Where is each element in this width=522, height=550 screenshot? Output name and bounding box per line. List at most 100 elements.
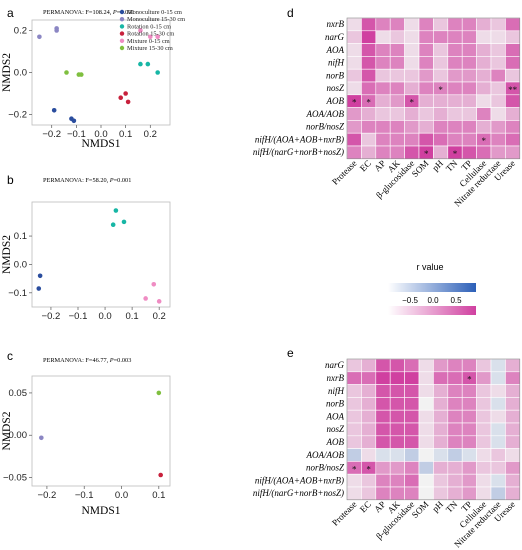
- panel-a-letter: a: [7, 6, 14, 20]
- heatmap-frame: [346, 358, 521, 501]
- heatmap-cell: [461, 422, 477, 437]
- heatmap-cell: [404, 68, 420, 83]
- heatmap-cell: [476, 145, 492, 160]
- heatmap-cell: [505, 17, 521, 32]
- legend-label: Mixture 0-15 cm: [127, 38, 170, 45]
- heatmap-cell: [389, 384, 405, 398]
- y-tick-label: 0.2: [14, 26, 27, 37]
- heatmap-cell: [375, 17, 391, 32]
- heatmap-cell: [375, 81, 391, 96]
- heatmap-cell: [361, 30, 377, 44]
- heatmap-cell: [361, 120, 377, 134]
- heatmap-cell: [389, 81, 405, 96]
- heatmap-cell: [461, 81, 477, 96]
- heatmap-cell: [404, 107, 420, 121]
- heatmap-cell: [404, 17, 420, 32]
- heatmap-cell: [361, 409, 377, 424]
- heatmap-cell: [461, 120, 477, 134]
- heatmap-cell: [505, 68, 521, 83]
- y-tick-label: 0.05: [9, 388, 28, 399]
- heatmap-cell: [346, 473, 362, 488]
- heatmap-cell: [375, 56, 391, 70]
- panel-e-letter: e: [287, 346, 294, 360]
- heatmap-row-label: nifH/(AOA+AOB+nxrB): [255, 134, 344, 144]
- heatmap-cell: [433, 435, 449, 449]
- heatmap-cell: [505, 397, 521, 411]
- heatmap-column-label: TN: [444, 499, 460, 515]
- heatmap-cell: [433, 132, 449, 147]
- heatmap-cell: [404, 397, 420, 411]
- scatter-panel-c: −0.2 −0.1 0.0 0.1 −0.05 0.00 0.05 NMDS1 NMDS2: [1, 375, 171, 517]
- data-point: [36, 286, 42, 291]
- heatmap-cell: [461, 461, 477, 475]
- significance-mark: *: [366, 98, 371, 108]
- heatmap-cell: [389, 43, 405, 57]
- heatmap-cell: [490, 448, 506, 462]
- heatmap-cell: [476, 409, 492, 424]
- heatmap-cell: [404, 43, 420, 57]
- color-scale-tick: 0.0: [427, 296, 439, 305]
- y-tick-label: 0.0: [14, 259, 27, 270]
- data-point: [37, 273, 43, 279]
- heatmap-cell: [490, 461, 506, 475]
- heatmap-cell: [447, 81, 463, 96]
- heatmap-cell: [404, 422, 420, 437]
- heatmap-cell: [389, 397, 405, 411]
- heatmap-row-label: nifH/(narG+norB+nosZ): [253, 147, 344, 157]
- heatmap-cell: [361, 107, 377, 121]
- heatmap-cell: [490, 120, 506, 134]
- heatmap-cell: [476, 17, 492, 32]
- heatmap-cell: [476, 94, 492, 108]
- heatmap-cell: [476, 461, 492, 475]
- heatmap-cell: [447, 384, 463, 398]
- heatmap-cell: [389, 371, 405, 385]
- color-scale-legend: r value −0.5 0.0 0.5: [388, 262, 476, 315]
- heatmap-cell: [418, 473, 434, 488]
- heatmap-cell: [476, 107, 492, 121]
- x-tick-label: −0.1: [67, 129, 86, 140]
- heatmap-column-label: AP: [372, 158, 387, 173]
- heatmap-cell: [433, 422, 449, 437]
- heatmap-column-label: EC: [358, 499, 373, 514]
- heatmap-cell: [404, 120, 420, 134]
- heatmap-cell: [505, 30, 521, 44]
- heatmap-cell: [447, 358, 463, 373]
- heatmap-frame: [346, 17, 521, 160]
- heatmap-column-label: SOM: [410, 158, 431, 179]
- significance-mark: *: [424, 149, 429, 159]
- heatmap-cell: [447, 435, 463, 449]
- heatmap-cell: [404, 435, 420, 449]
- heatmap-cell: [490, 94, 506, 108]
- heatmap-cell: [476, 358, 492, 373]
- heatmap-cell: [490, 43, 506, 57]
- heatmap-row-label: nifH: [328, 58, 345, 68]
- heatmap-cell: [375, 120, 391, 134]
- heatmap-cell: [418, 422, 434, 437]
- heatmap-cell: [490, 30, 506, 44]
- heatmap-cell: [346, 448, 362, 462]
- heatmap-cell: [389, 486, 405, 501]
- legend-marker: [119, 31, 125, 36]
- heatmap-cell: [505, 473, 521, 488]
- scatter-panel-a: −0.2 −0.1 0.0 0.1 0.2 −0.2 0.0 0.2 NMDS1 NMDS2 Mon…: [1, 9, 185, 150]
- heatmap-cell: [433, 56, 449, 70]
- heatmap-cell: [490, 132, 506, 147]
- heatmap-cell: [447, 397, 463, 411]
- heatmap-cell: [361, 56, 377, 70]
- y-tick-label: −0.05: [3, 473, 27, 484]
- heatmap-cell: [490, 384, 506, 398]
- heatmap-cell: [375, 132, 391, 147]
- heatmap-cell: [361, 422, 377, 437]
- heatmap-cell: [404, 409, 420, 424]
- significance-mark: *: [482, 136, 487, 146]
- heatmap-cell: [433, 486, 449, 501]
- data-point: [151, 281, 157, 287]
- x-tick-label: 0.1: [119, 129, 132, 140]
- heatmap-cell: [346, 384, 362, 398]
- data-point: [51, 108, 57, 113]
- heatmap-cell: [418, 461, 434, 475]
- heatmap-cell: [418, 17, 434, 32]
- heatmap-cell: [375, 384, 391, 398]
- heatmap-cell: [490, 486, 506, 501]
- heatmap-cell: [461, 68, 477, 83]
